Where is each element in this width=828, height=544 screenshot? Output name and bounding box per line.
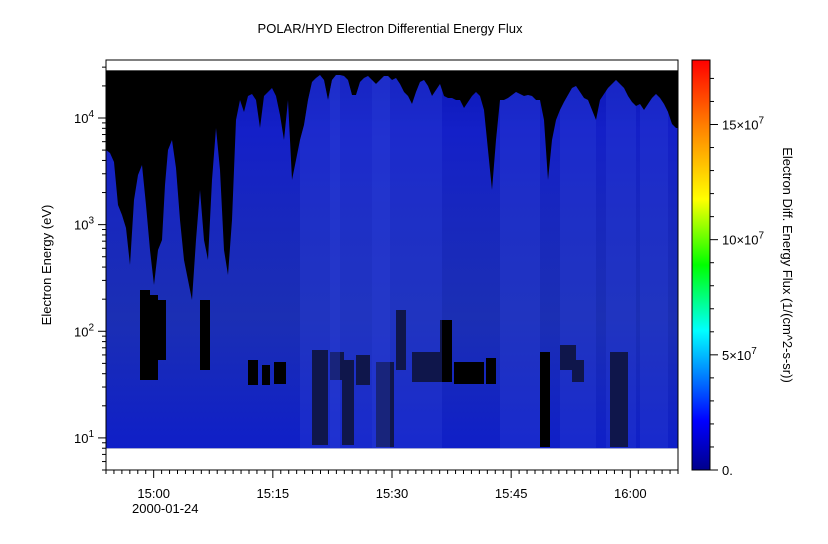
fill-gap (356, 355, 370, 385)
fill-gap (312, 350, 328, 445)
y-tick-label: 104 (74, 109, 94, 126)
fill-gap (486, 358, 496, 384)
flux-stripe (560, 75, 596, 449)
flux-stripe (300, 75, 340, 449)
fill-gap (572, 360, 584, 382)
flux-stripe (500, 75, 540, 449)
plot-area (106, 60, 678, 470)
x-date-label: 2000-01-24 (132, 501, 199, 516)
fill-gap (248, 360, 258, 385)
fill-gap (440, 320, 452, 380)
x-tick-label: 16:00 (614, 486, 647, 501)
fill-gap (396, 310, 406, 370)
flux-stripe (330, 75, 390, 449)
fill-gap (540, 352, 550, 447)
cb-tick-label: 5×107 (722, 346, 757, 363)
y-tick-label: 103 (74, 216, 94, 233)
fill-gap (376, 362, 394, 447)
flux-blue-region (106, 75, 678, 449)
y-tick-label: 101 (74, 429, 94, 446)
fill-gap (140, 290, 150, 380)
fill-gap (454, 362, 484, 384)
fill-gap (330, 352, 344, 380)
fill-gap (146, 295, 158, 380)
cb-tick-label: 10×107 (722, 231, 765, 248)
x-axis: 15:00 15:15 15:30 15:45 16:00 (105, 470, 679, 501)
y-axis-label: Electron Energy (eV) (39, 205, 54, 326)
y-axis: 101 102 103 104 (74, 66, 106, 471)
x-tick-label: 15:45 (495, 486, 528, 501)
colorbar (691, 59, 711, 471)
y-tick-label: 102 (74, 322, 94, 339)
flux-stripes (300, 75, 668, 449)
flux-stripe (606, 75, 636, 449)
x-tick-label: 15:15 (257, 486, 290, 501)
cb-tick-label: 15×107 (722, 115, 765, 132)
colorbar-axis: 0. 5×107 10×107 15×107 (710, 77, 765, 478)
x-tick-label: 15:30 (376, 486, 409, 501)
flux-stripe (640, 75, 668, 449)
fill-value-gaps (140, 290, 628, 447)
flux-stripe (372, 75, 442, 449)
fill-gap (342, 360, 354, 445)
cb-tick-label: 0. (722, 463, 733, 478)
colorbar-label: Electron Diff. Energy Flux (1/(cm^2-s-sr… (780, 147, 795, 383)
fill-gap (274, 362, 286, 384)
fill-gap (200, 300, 210, 370)
fill-gap (610, 352, 628, 447)
x-tick-label: 15:00 (137, 486, 170, 501)
fill-gap (158, 300, 166, 360)
fill-gap (262, 365, 270, 385)
chart-title: POLAR/HYD Electron Differential Energy F… (258, 21, 523, 36)
